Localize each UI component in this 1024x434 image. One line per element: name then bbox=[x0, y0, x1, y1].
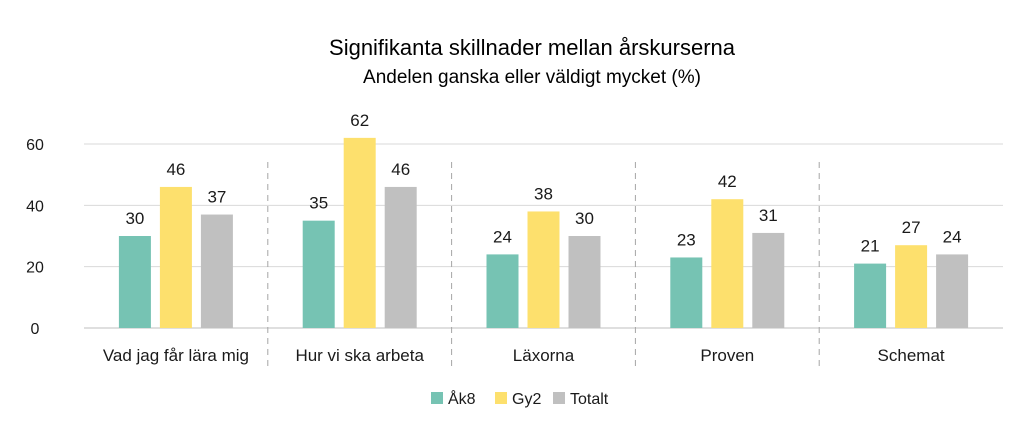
legend-label: Totalt bbox=[570, 391, 609, 408]
chart-title: Signifikanta skillnader mellan årskurser… bbox=[329, 35, 736, 60]
bar bbox=[384, 186, 417, 328]
bar bbox=[200, 214, 233, 328]
data-label: 38 bbox=[534, 184, 553, 203]
legend-swatch bbox=[495, 392, 507, 404]
legend-swatch bbox=[431, 392, 443, 404]
y-tick-label: 20 bbox=[26, 260, 44, 277]
data-label: 46 bbox=[166, 160, 185, 179]
data-label: 46 bbox=[391, 160, 410, 179]
y-tick-label: 40 bbox=[26, 198, 44, 215]
data-label: 62 bbox=[350, 111, 369, 130]
legend-item: Åk8 bbox=[431, 389, 476, 408]
legend-swatch bbox=[553, 392, 565, 404]
bar bbox=[302, 220, 335, 328]
bar bbox=[670, 257, 703, 328]
chart-subtitle: Andelen ganska eller väldigt mycket (%) bbox=[363, 67, 701, 88]
data-label: 31 bbox=[759, 206, 778, 225]
data-label: 42 bbox=[718, 172, 737, 191]
data-label: 24 bbox=[943, 227, 962, 246]
category-label: Schemat bbox=[878, 346, 945, 365]
y-tick-label: 60 bbox=[26, 137, 44, 154]
category-label: Proven bbox=[700, 346, 754, 365]
category-label: Vad jag får lära mig bbox=[103, 346, 249, 365]
bar bbox=[527, 211, 560, 328]
bar bbox=[752, 232, 785, 328]
data-label: 37 bbox=[207, 188, 226, 207]
bar bbox=[936, 254, 969, 328]
legend-label: Gy2 bbox=[512, 391, 541, 408]
bar bbox=[159, 186, 192, 328]
bar bbox=[895, 245, 928, 328]
category-label: Läxorna bbox=[513, 346, 575, 365]
data-label: 35 bbox=[309, 194, 328, 213]
bar bbox=[568, 236, 601, 328]
data-label: 21 bbox=[861, 237, 880, 256]
legend-item: Totalt bbox=[553, 391, 609, 408]
legend-item: Gy2 bbox=[495, 391, 541, 408]
bar bbox=[711, 199, 744, 328]
data-label: 27 bbox=[902, 218, 921, 237]
category-label: Hur vi ska arbeta bbox=[295, 346, 424, 365]
bar bbox=[118, 236, 151, 328]
bar bbox=[486, 254, 519, 328]
legend-label: Åk8 bbox=[448, 389, 476, 408]
data-label: 30 bbox=[575, 209, 594, 228]
data-label: 24 bbox=[493, 227, 512, 246]
data-label: 23 bbox=[677, 230, 696, 249]
data-label: 30 bbox=[125, 209, 144, 228]
bar bbox=[854, 263, 887, 328]
bar bbox=[343, 137, 376, 328]
y-tick-label: 0 bbox=[31, 321, 40, 338]
